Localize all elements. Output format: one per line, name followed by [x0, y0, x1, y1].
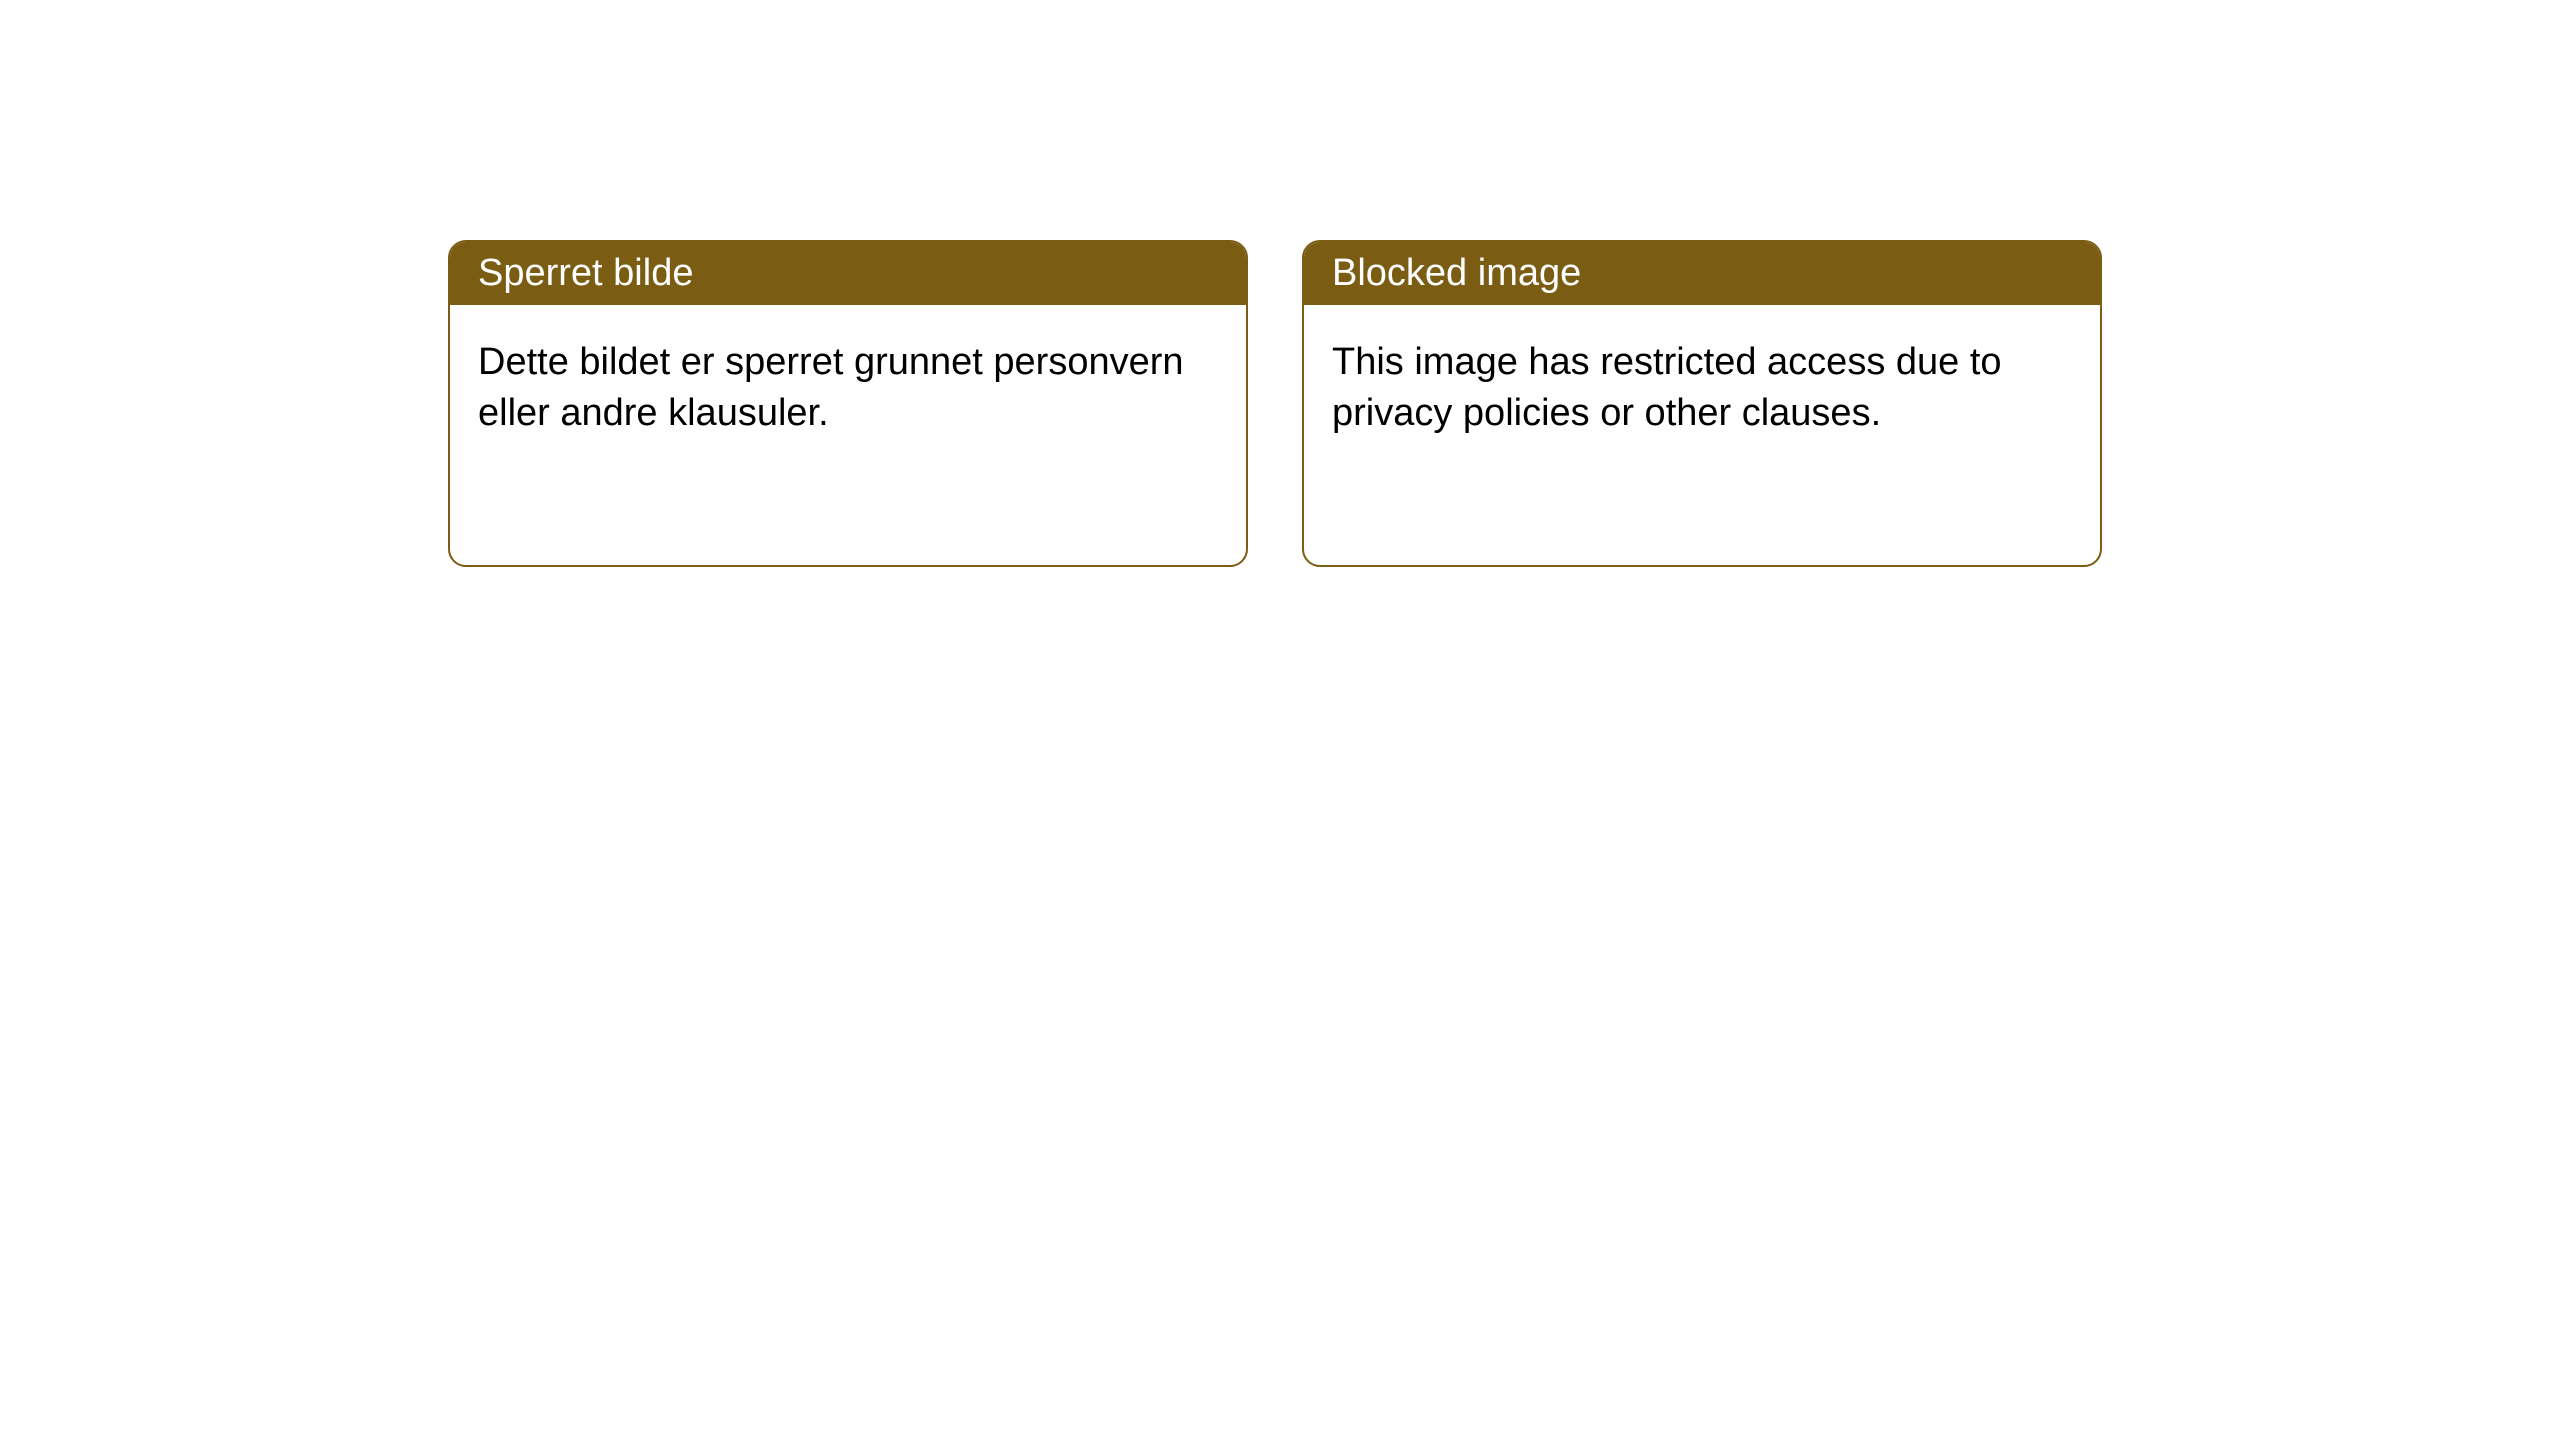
card-body-text: Dette bildet er sperret grunnet personve…	[450, 305, 1246, 565]
card-title: Blocked image	[1304, 242, 2100, 305]
notice-card-english: Blocked image This image has restricted …	[1302, 240, 2102, 567]
card-body-text: This image has restricted access due to …	[1304, 305, 2100, 565]
notice-cards-container: Sperret bilde Dette bildet er sperret gr…	[448, 240, 2102, 567]
notice-card-norwegian: Sperret bilde Dette bildet er sperret gr…	[448, 240, 1248, 567]
card-title: Sperret bilde	[450, 242, 1246, 305]
